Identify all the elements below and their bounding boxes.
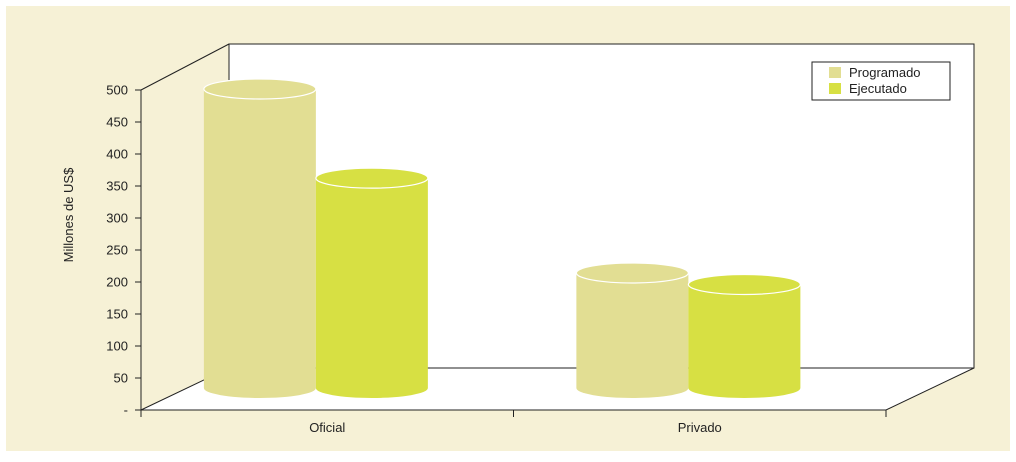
y-tick-label: -: [124, 403, 128, 418]
legend-swatch-programado: [829, 67, 841, 78]
y-tick-label: 150: [106, 307, 128, 322]
cylinder-body: [576, 273, 689, 398]
y-tick-label: 50: [114, 371, 128, 386]
legend-label-ejecutado: Ejecutado: [849, 81, 907, 96]
y-tick-label: 300: [106, 211, 128, 226]
cylinder-top: [575, 262, 689, 284]
y-tick-label: 250: [106, 243, 128, 258]
side-wall-top-edge: [140, 43, 230, 91]
legend-label-programado: Programado: [849, 65, 921, 80]
y-tick-label: 500: [106, 83, 128, 98]
x-tick-label: Privado: [678, 420, 722, 435]
y-tick-label: 400: [106, 147, 128, 162]
cylinder-body: [688, 284, 801, 398]
x-tick-label: Oficial: [309, 420, 345, 435]
y-tick-label: 350: [106, 179, 128, 194]
cylinder-body: [203, 89, 316, 398]
bar-ejecutado-privado: [687, 273, 801, 398]
cylinder-top: [315, 167, 429, 189]
y-tick-label: 450: [106, 115, 128, 130]
cylinder-top: [203, 78, 317, 100]
legend-swatch-ejecutado: [829, 83, 841, 94]
y-tick-label: 100: [106, 339, 128, 354]
legend: Programado Ejecutado: [811, 61, 951, 101]
bar-ejecutado-oficial: [315, 167, 429, 398]
y-tick-label: 200: [106, 275, 128, 290]
y-axis-ticks: - 50 100 150 200 250 300 350 400 450 500: [106, 83, 141, 418]
cylinder-top: [687, 273, 801, 296]
cylinder-body: [315, 178, 428, 398]
bar-programado-oficial: [203, 78, 317, 398]
bar-programado-privado: [575, 262, 689, 398]
x-axis-ticks: Oficial Privado: [140, 410, 887, 435]
bar-series: [203, 78, 801, 398]
y-axis-label: Millones de US$: [61, 167, 76, 262]
